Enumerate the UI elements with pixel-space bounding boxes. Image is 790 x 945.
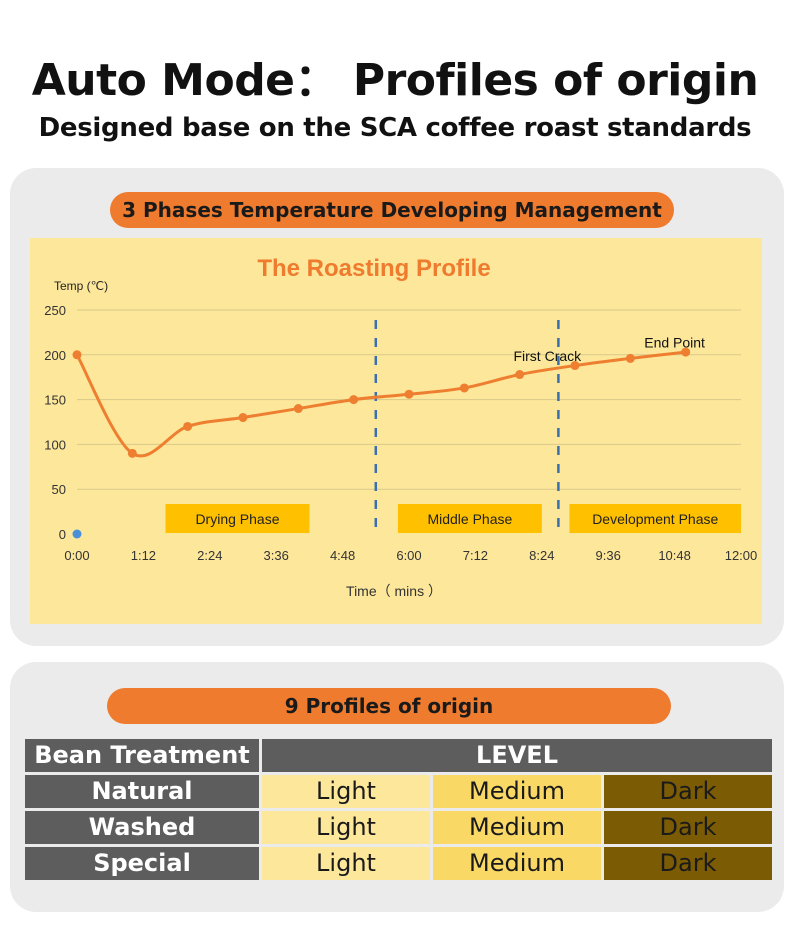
chart-title: The Roasting Profile bbox=[257, 255, 490, 282]
data-point bbox=[459, 383, 469, 393]
level-light-cell: Light bbox=[262, 847, 430, 880]
table-row: Special Light Medium Dark bbox=[25, 847, 773, 880]
y-tick-label: 100 bbox=[44, 437, 66, 452]
temperature-series-line bbox=[75, 350, 686, 458]
profiles-table: Bean Treatment LEVEL Natural Light Mediu… bbox=[22, 736, 775, 883]
level-dark-cell: Dark bbox=[604, 811, 773, 844]
data-point bbox=[404, 389, 414, 399]
level-medium-cell: Medium bbox=[433, 847, 601, 880]
x-tick-label: 8:24 bbox=[529, 548, 554, 563]
level-dark-cell: Dark bbox=[604, 775, 773, 808]
y-tick-label: 200 bbox=[44, 348, 66, 363]
level-light-cell: Light bbox=[262, 811, 430, 844]
treatment-cell: Washed bbox=[25, 811, 259, 844]
table-header-row: Bean Treatment LEVEL bbox=[25, 739, 773, 772]
header-bean-treatment: Bean Treatment bbox=[25, 739, 259, 772]
phase-box bbox=[165, 504, 310, 533]
level-dark-cell: Dark bbox=[604, 847, 773, 880]
phase-label: Drying Phase bbox=[195, 511, 279, 527]
x-tick-label: 3:36 bbox=[264, 548, 289, 563]
y-tick-label: 50 bbox=[52, 482, 66, 497]
origin-point bbox=[72, 529, 82, 539]
x-tick-label: 6:00 bbox=[396, 548, 421, 563]
x-tick-label: 12:00 bbox=[725, 548, 758, 563]
x-tick-label: 2:24 bbox=[197, 548, 222, 563]
phase-label: Middle Phase bbox=[427, 511, 512, 527]
header-level: LEVEL bbox=[262, 739, 773, 772]
data-point bbox=[293, 404, 303, 414]
phases-pill-heading: 3 Phases Temperature Developing Manageme… bbox=[110, 192, 674, 228]
level-medium-cell: Medium bbox=[433, 811, 601, 844]
y-tick-label: 250 bbox=[44, 303, 66, 318]
y-tick-label: 150 bbox=[44, 393, 66, 408]
data-point bbox=[515, 370, 525, 380]
data-point bbox=[238, 413, 248, 423]
x-tick-label: 10:48 bbox=[658, 548, 691, 563]
x-tick-label: 0:00 bbox=[64, 548, 89, 563]
x-tick-label: 4:48 bbox=[330, 548, 355, 563]
data-point bbox=[72, 350, 82, 360]
treatment-cell: Special bbox=[25, 847, 259, 880]
data-point bbox=[349, 395, 359, 405]
x-axis-label: Time（ mins ） bbox=[346, 583, 442, 599]
page-title: Auto Mode： Profiles of origin bbox=[31, 55, 759, 106]
data-point bbox=[127, 448, 137, 458]
table-row: Washed Light Medium Dark bbox=[25, 811, 773, 844]
x-tick-label: 7:12 bbox=[463, 548, 488, 563]
level-light-cell: Light bbox=[262, 775, 430, 808]
page-subtitle: Designed base on the SCA coffee roast st… bbox=[38, 113, 752, 143]
table-row: Natural Light Medium Dark bbox=[25, 775, 773, 808]
x-tick-label: 1:12 bbox=[131, 548, 156, 563]
treatment-cell: Natural bbox=[25, 775, 259, 808]
phase-box bbox=[397, 504, 542, 533]
roasting-profile-chart: The Roasting Profile Temp (℃) 0 50 100 150 200… bbox=[44, 255, 758, 599]
y-axis-label: Temp (℃) bbox=[54, 279, 108, 293]
annotation-label: End Point bbox=[644, 335, 705, 351]
phase-box bbox=[569, 504, 741, 533]
data-point bbox=[183, 421, 193, 431]
x-tick-label: 9:36 bbox=[596, 548, 621, 563]
roasting-chart-area: The Roasting Profile Temp (℃) 0 50 100 150 200… bbox=[30, 238, 762, 624]
y-tick-label: 0 bbox=[59, 527, 66, 542]
profiles-panel: 9 Profiles of origin Bean Treatment LEVE… bbox=[10, 662, 784, 912]
data-point bbox=[625, 353, 635, 363]
data-point bbox=[570, 361, 580, 371]
roasting-profile-panel: 3 Phases Temperature Developing Manageme… bbox=[10, 168, 784, 646]
annotation-label: First Crack bbox=[513, 348, 582, 364]
level-medium-cell: Medium bbox=[433, 775, 601, 808]
profiles-pill-heading: 9 Profiles of origin bbox=[107, 688, 671, 724]
data-point bbox=[681, 347, 691, 357]
phase-label: Development Phase bbox=[592, 511, 718, 527]
